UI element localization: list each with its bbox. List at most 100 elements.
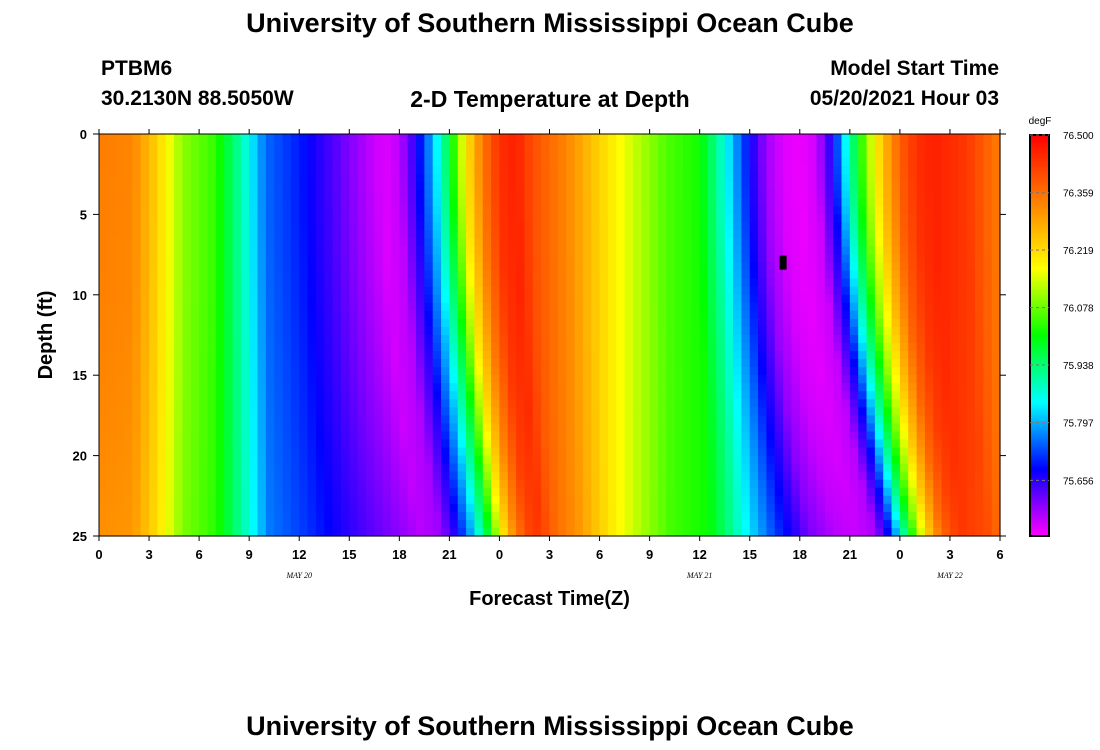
heatmap-cell [240,302,250,312]
heatmap-cell [774,174,784,183]
heatmap-cell [290,439,300,449]
heatmap-cell [407,278,417,288]
heatmap-cell [390,431,400,441]
heatmap-cell [582,375,592,384]
heatmap-cell [149,238,158,248]
heatmap-cell [874,463,884,473]
heatmap-cell [758,246,767,256]
heatmap-cell [624,431,634,441]
heatmap-cell [874,206,884,215]
heatmap-cell [282,294,292,304]
heatmap-cell [365,262,375,272]
heatmap-cell [474,150,484,159]
heatmap-cell [699,455,709,465]
heatmap-cell [357,479,367,489]
heatmap-cell [265,206,275,215]
heatmap-cell [616,439,626,449]
heatmap-cell [607,391,617,400]
heatmap-cell [399,383,409,392]
heatmap-cell [474,399,484,408]
heatmap-cell [199,182,209,191]
heatmap-cell [799,262,809,272]
heatmap-cell [99,206,108,215]
heatmap-cell [257,415,267,425]
heatmap-cell [115,391,125,400]
heatmap-cell [182,206,192,215]
heatmap-cell [207,270,217,280]
heatmap-cell [624,206,634,215]
heatmap-cell [215,174,225,183]
heatmap-cell [149,294,158,304]
heatmap-cell [582,294,592,304]
heatmap-cell [407,326,417,336]
heatmap-cell [966,150,976,159]
heatmap-cell [816,270,826,280]
heatmap-cell [666,343,676,352]
heatmap-cell [132,431,142,441]
heatmap-cell [758,391,767,400]
heatmap-cell [482,286,492,296]
heatmap-cell [682,375,692,384]
heatmap-cell [290,270,300,280]
heatmap-cell [833,302,843,312]
heatmap-cell [390,415,400,425]
heatmap-cell [215,286,225,296]
heatmap-cell [132,302,142,312]
heatmap-cell [991,463,1001,473]
heatmap-cell [374,359,384,368]
heatmap-cell [883,166,893,175]
heatmap-cell [908,367,918,376]
heatmap-cell [908,198,918,207]
heatmap-cell [541,302,551,312]
heatmap-cell [132,479,142,489]
heatmap-cell [115,214,125,224]
heatmap-cell [716,182,726,191]
heatmap-cell [599,222,609,232]
heatmap-cell [733,174,742,183]
heatmap-cell [441,262,450,272]
heatmap-cell [841,294,851,304]
heatmap-cell [908,463,918,473]
heatmap-cell [833,455,843,465]
heatmap-cell [841,335,851,344]
heatmap-cell [357,150,367,159]
heatmap-cell [149,503,158,513]
heatmap-cell [315,230,325,240]
heatmap-cell [591,471,601,481]
heatmap-cell [916,182,926,191]
heatmap-cell [591,182,601,191]
heatmap-cell [340,182,350,191]
heatmap-cell [140,351,150,360]
heatmap-cell [107,415,117,425]
heatmap-cell [632,166,642,175]
heatmap-cell [249,150,259,159]
heatmap-cell [716,318,726,328]
heatmap-cell [974,479,984,489]
heatmap-cell [232,254,242,264]
heatmap-cell [991,150,1001,159]
heatmap-cell [507,286,517,296]
heatmap-cell [457,326,467,336]
heatmap-cell [791,302,801,312]
heatmap-cell [240,318,250,328]
heatmap-cell [899,391,909,400]
heatmap-cell [416,230,425,240]
heatmap-cell [766,318,776,328]
heatmap-cell [524,471,534,481]
heatmap-cell [883,238,893,248]
heatmap-cell [441,246,450,256]
heatmap-cell [374,214,384,224]
heatmap-cell [274,391,284,400]
heatmap-cell [474,286,484,296]
heatmap-cell [174,182,184,191]
heatmap-cell [883,174,893,183]
heatmap-cell [808,222,818,232]
heatmap-cell [215,423,225,433]
heatmap-cell [491,134,501,143]
heatmap-cell [941,335,951,344]
heatmap-cell [899,326,909,336]
heatmap-cell [182,415,192,425]
heatmap-cell [516,150,526,159]
heatmap-cell [532,286,542,296]
heatmap-cell [724,479,734,489]
